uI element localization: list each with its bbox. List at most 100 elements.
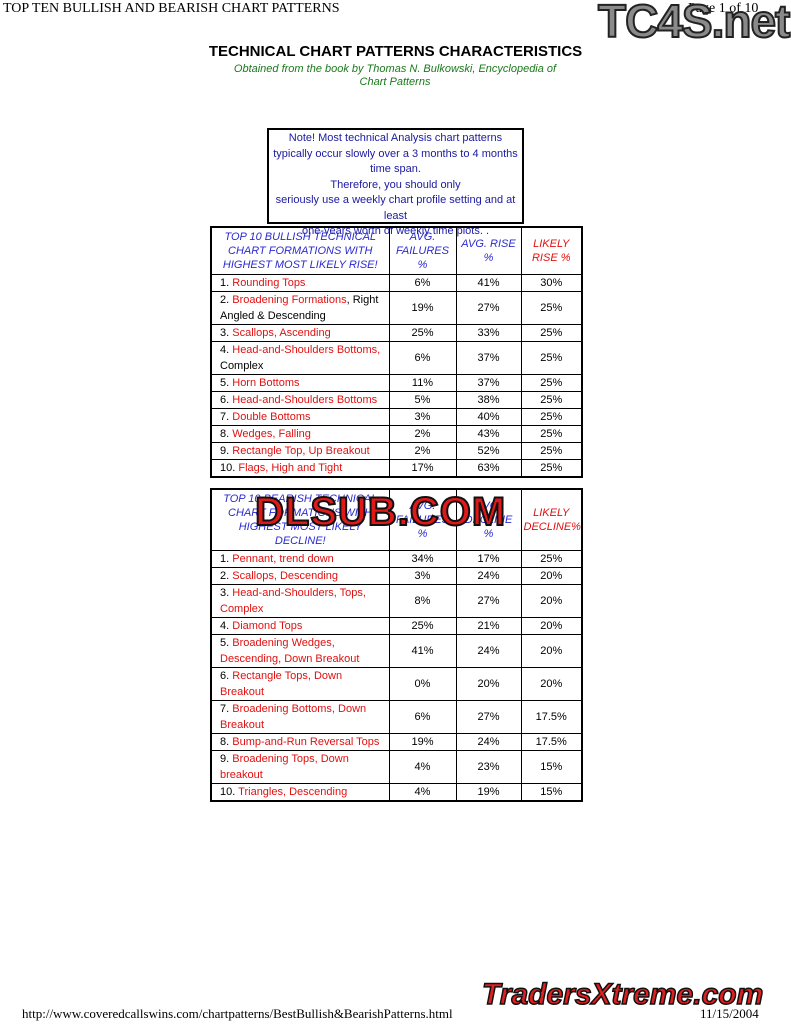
row: 8. Bump-and-Run Reversal Tops 19% 24% 17.5%: [210, 733, 583, 751]
row: 5. Horn Bottoms 11% 37% 25%: [210, 374, 583, 392]
row-number: 6.: [220, 394, 230, 406]
row-number: 4.: [220, 620, 230, 632]
value-cell: 33%: [455, 324, 522, 342]
value-cell: 19%: [455, 783, 522, 802]
row-number: 2.: [220, 570, 230, 582]
value-cell: 15%: [520, 750, 583, 784]
bearish-table: TOP 10 BEARISH TECHNICAL CHART FORMATION…: [210, 488, 583, 802]
pattern-cell: 4. Head-and-Shoulders Bottoms, Complex: [210, 341, 390, 375]
value-cell: 20%: [520, 584, 583, 618]
row: 4. Diamond Tops 25% 21% 20%: [210, 617, 583, 635]
row-number: 3.: [220, 327, 230, 339]
row: 6. Rectangle Tops, Down Breakout 0% 20% 20%: [210, 667, 583, 701]
pattern-name: Broadening Bottoms, Down Breakout: [220, 703, 367, 731]
row-number: 9.: [220, 445, 230, 457]
row: 1. Rounding Tops 6% 41% 30%: [210, 274, 583, 292]
value-cell: 37%: [455, 374, 522, 392]
column-header: TOP 10 BEARISH TECHNICAL CHART FORMATION…: [210, 488, 390, 551]
value-cell: 25%: [388, 324, 457, 342]
pattern-cell: 6. Rectangle Tops, Down Breakout: [210, 667, 390, 701]
pattern-cell: 8. Bump-and-Run Reversal Tops: [210, 733, 390, 751]
value-cell: 8%: [388, 584, 457, 618]
row-number: 8.: [220, 736, 230, 748]
row: 7. Broadening Bottoms, Down Breakout 6% 27…: [210, 700, 583, 734]
pattern-name: Diamond Tops: [232, 620, 303, 632]
column-header: AVG. FAILURES %: [388, 226, 457, 275]
pattern-name: Pennant, trend down: [232, 553, 334, 565]
note-line: seriously use a weekly chart profile set…: [275, 194, 516, 222]
row-number: 6.: [220, 670, 230, 682]
row: 5. Broadening Wedges, Descending, Down B…: [210, 634, 583, 668]
value-cell: 24%: [455, 567, 522, 585]
value-cell: 30%: [520, 274, 583, 292]
pattern-name: Broadening Formations: [232, 294, 347, 306]
value-cell: 4%: [388, 750, 457, 784]
row-number: 5.: [220, 377, 230, 389]
pattern-name: Triangles, Descending: [238, 786, 348, 798]
row-number: 3.: [220, 587, 230, 599]
value-cell: 38%: [455, 391, 522, 409]
value-cell: 34%: [388, 550, 457, 568]
pattern-name: Head-and-Shoulders Bottoms,: [232, 344, 381, 356]
pattern-cell: 4. Diamond Tops: [210, 617, 390, 635]
value-cell: 25%: [520, 341, 583, 375]
value-cell: 25%: [520, 391, 583, 409]
pattern-cell: 1. Rounding Tops: [210, 274, 390, 292]
value-cell: 43%: [455, 425, 522, 443]
pattern-detail: , Right Angled & Descending: [220, 294, 379, 322]
pattern-cell: 6. Head-and-Shoulders Bottoms: [210, 391, 390, 409]
value-cell: 27%: [455, 291, 522, 325]
value-cell: 40%: [455, 408, 522, 426]
value-cell: 25%: [520, 425, 583, 443]
watermark: DLSUB.COM: [254, 489, 507, 535]
pattern-name: Rectangle Tops, Down Breakout: [220, 670, 343, 698]
value-cell: 27%: [455, 584, 522, 618]
value-cell: 20%: [520, 617, 583, 635]
row-number: 9.: [220, 753, 230, 765]
value-cell: 19%: [388, 733, 457, 751]
value-cell: 24%: [455, 634, 522, 668]
row-number: 10.: [220, 786, 236, 798]
value-cell: 19%: [388, 291, 457, 325]
row-number: 1.: [220, 277, 230, 289]
value-cell: 0%: [388, 667, 457, 701]
title: TECHNICAL CHART PATTERNS CHARACTERISTICS: [208, 43, 583, 60]
value-cell: 17%: [455, 550, 522, 568]
row: 10. Flags, High and Tight 17% 63% 25%: [210, 459, 583, 478]
row-number: 8.: [220, 428, 230, 440]
value-cell: 20%: [455, 667, 522, 701]
value-cell: 20%: [520, 634, 583, 668]
pattern-cell: 5. Broadening Wedges, Descending, Down B…: [210, 634, 390, 668]
pattern-cell: 3. Head-and-Shoulders, Tops, Complex: [210, 584, 390, 618]
subtitle: Obtained from the book by Thomas N. Bulk…: [233, 63, 557, 88]
value-cell: 15%: [520, 783, 583, 802]
pattern-cell: 3. Scallops, Ascending: [210, 324, 390, 342]
row: 6. Head-and-Shoulders Bottoms 5% 38% 25%: [210, 391, 583, 409]
row-number: 7.: [220, 411, 230, 423]
pattern-name: Rectangle Top, Up Breakout: [232, 445, 370, 457]
value-cell: 2%: [388, 425, 457, 443]
value-cell: 6%: [388, 341, 457, 375]
row: 3. Scallops, Ascending 25% 33% 25%: [210, 324, 583, 342]
row-number: 5.: [220, 637, 230, 649]
pattern-name: Rounding Tops: [232, 277, 306, 289]
value-cell: 27%: [455, 700, 522, 734]
value-cell: 17.5%: [520, 733, 583, 751]
pattern-cell: 7. Double Bottoms: [210, 408, 390, 426]
pattern-cell: 9. Broadening Tops, Down breakout: [210, 750, 390, 784]
pattern-cell: 2. Broadening Formations, Right Angled &…: [210, 291, 390, 325]
logo: TC4S.net: [597, 0, 791, 48]
value-cell: 25%: [388, 617, 457, 635]
value-cell: 20%: [520, 667, 583, 701]
pattern-name: Wedges, Falling: [232, 428, 311, 440]
pattern-name: Scallops, Descending: [232, 570, 339, 582]
value-cell: 63%: [455, 459, 522, 478]
row: 2. Broadening Formations, Right Angled &…: [210, 291, 583, 325]
value-cell: 25%: [520, 291, 583, 325]
row: 1. Pennant, trend down 34% 17% 25%: [210, 550, 583, 568]
row-number: 2.: [220, 294, 230, 306]
value-cell: 52%: [455, 442, 522, 460]
pattern-cell: 5. Horn Bottoms: [210, 374, 390, 392]
footer-url: http://www.coveredcallswins.com/chartpat…: [22, 1006, 453, 1021]
